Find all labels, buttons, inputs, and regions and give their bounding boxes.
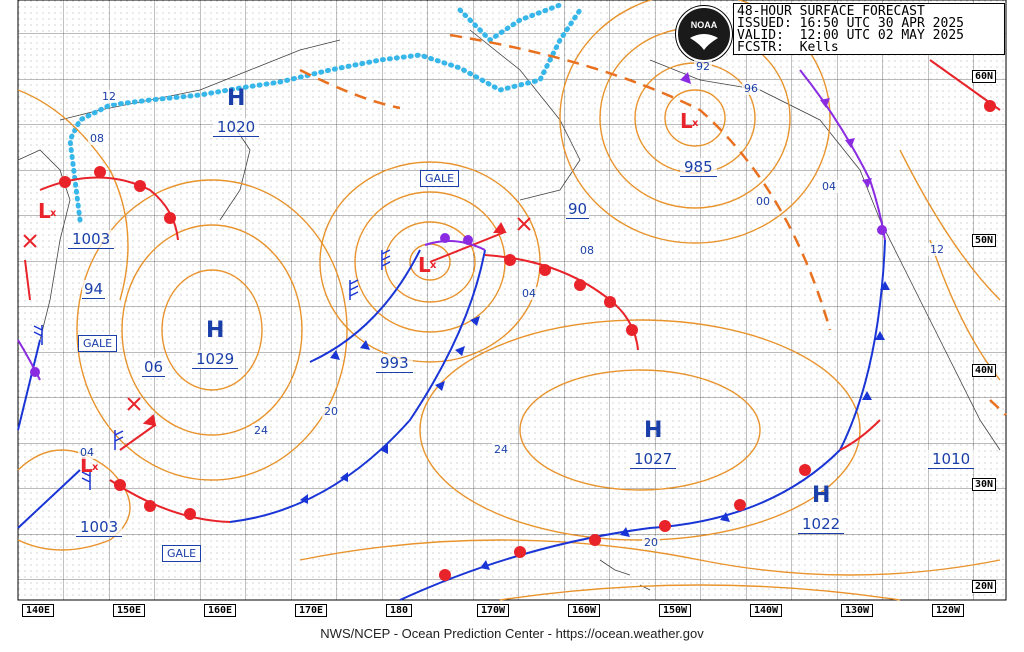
pressure-value: 1003 <box>68 230 115 249</box>
isobar-value: 92 <box>694 60 712 73</box>
noaa-logo: NOAA <box>676 6 732 62</box>
header-forecaster: FCSTR: Kells <box>737 40 839 55</box>
pressure-value: 1022 <box>798 515 845 534</box>
pressure-value: 993 <box>376 354 413 373</box>
cold-fronts <box>17 239 886 601</box>
gale-warning-box: GALE <box>78 335 118 352</box>
pressure-value: 1010 <box>928 450 975 469</box>
longitude-label: 130W <box>841 604 874 617</box>
isobar-value: 24 <box>492 443 510 456</box>
high-pressure-symbol: H <box>812 483 831 508</box>
logo-text: NOAA <box>690 20 718 30</box>
isobar-value: 96 <box>742 82 760 95</box>
isobar-value: 04 <box>520 287 538 300</box>
latitude-label: 40N <box>972 364 997 377</box>
longitude-label: 140W <box>750 604 783 617</box>
coastlines <box>17 29 1001 591</box>
latitude-label: 30N <box>972 478 997 491</box>
longitude-label: 170E <box>295 604 328 617</box>
isobar-value: 06 <box>142 358 166 377</box>
forecast-header: 48-HOUR SURFACE FORECAST ISSUED: 16:50 U… <box>733 3 1005 55</box>
pressure-value: 985 <box>680 158 717 177</box>
isobar-value: 00 <box>754 195 772 208</box>
pressure-value: 1003 <box>76 518 123 537</box>
warm-front-bumps <box>59 100 996 581</box>
isobar-value: 90 <box>566 200 590 219</box>
svg-text:x: x <box>92 462 99 473</box>
occluded-fronts <box>17 69 886 381</box>
header-valid: VALID: 12:00 UTC 02 MAY 2025 <box>737 28 964 43</box>
longitude-label: 160W <box>568 604 601 617</box>
high-pressure-symbol: H <box>206 318 225 343</box>
isobar-value: 12 <box>100 90 118 103</box>
isobar-value: 08 <box>578 244 596 257</box>
low-symbol: L <box>418 253 431 277</box>
isobar-value: 24 <box>252 424 270 437</box>
high-pressure-symbol: H <box>644 418 663 443</box>
isobar-value: 94 <box>82 280 106 299</box>
longitude-label: 150E <box>113 604 146 617</box>
cold-front-teeth <box>300 281 890 570</box>
low-symbol: L <box>38 199 51 223</box>
latitude-label: 20N <box>972 580 997 593</box>
low-symbol: L <box>80 453 93 477</box>
footer-credit: NWS/NCEP - Ocean Prediction Center - htt… <box>320 626 704 641</box>
storm-track-arrows <box>24 222 507 427</box>
troughs <box>299 33 1007 416</box>
header-title: 48-HOUR SURFACE FORECAST <box>737 4 925 19</box>
gale-warning-box: GALE <box>162 545 202 562</box>
gale-warning-box: GALE <box>420 170 460 187</box>
bird-icon <box>690 34 718 50</box>
pressure-value: 1027 <box>630 450 677 469</box>
ice-edge <box>67 2 583 223</box>
longitude-label: 120W <box>932 604 965 617</box>
svg-text:x: x <box>50 208 57 219</box>
lat-lon-grid <box>18 0 1006 600</box>
low-symbol: L <box>680 109 693 133</box>
isobar-value: 08 <box>88 132 106 145</box>
isobar-value: 04 <box>820 180 838 193</box>
longitude-label: 170W <box>477 604 510 617</box>
svg-text:x: x <box>430 260 437 271</box>
svg-text:x: x <box>692 118 699 129</box>
pressure-value: 1029 <box>192 350 239 369</box>
header-issued: ISSUED: 16:50 UTC 30 APR 2025 <box>737 16 964 31</box>
latitude-label: 50N <box>972 234 997 247</box>
latitude-label: 60N <box>972 70 997 83</box>
longitude-label: 180 <box>386 604 413 617</box>
isobar-value: 12 <box>928 243 946 256</box>
pressure-value: 1020 <box>213 118 260 137</box>
wind-barbs <box>33 249 391 490</box>
longitude-label: 140E <box>22 604 55 617</box>
high-pressure-symbol: H <box>227 86 246 111</box>
occluded-front-marks <box>30 72 887 377</box>
longitude-label: 160E <box>204 604 237 617</box>
isobar-value: 20 <box>322 405 340 418</box>
longitude-label: 150W <box>659 604 692 617</box>
isobar-value: 04 <box>78 446 96 459</box>
future-position-marks <box>23 217 531 411</box>
isobar-value: 20 <box>642 536 660 549</box>
